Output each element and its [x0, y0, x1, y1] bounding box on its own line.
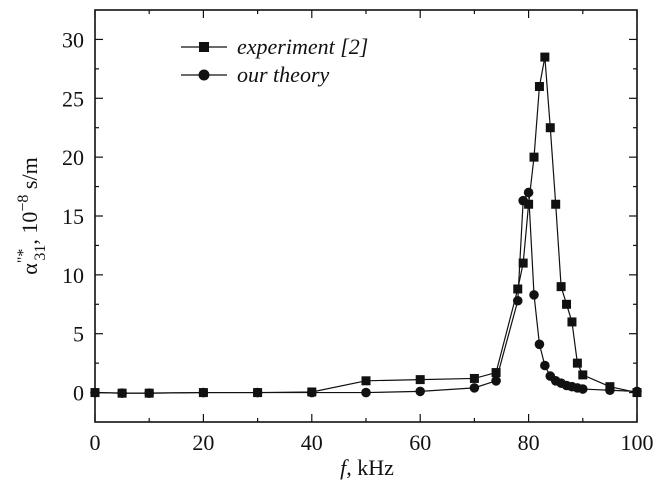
y-tick-label: 25 — [62, 86, 84, 111]
theory-point — [632, 386, 642, 397]
plot-frame — [94, 9, 638, 423]
theory-point — [117, 388, 127, 398]
y-axis-label: α"*31, 10−8 s/m — [15, 157, 49, 274]
experiment-point — [545, 123, 555, 133]
legend: experiment [2] our theory — [181, 34, 368, 87]
experiment-point — [518, 258, 528, 268]
theory-point — [518, 195, 528, 206]
experiment-point — [513, 284, 523, 294]
legend-label-experiment: experiment [2] — [237, 34, 368, 59]
experiment-point — [551, 199, 561, 209]
experiment-point — [491, 368, 501, 378]
y-tick-label: 10 — [62, 263, 84, 288]
x-tick-label: 20 — [192, 430, 214, 455]
experiment-point — [415, 375, 425, 385]
tick-labels: 0 20 40 60 80 100 0 5 10 15 20 25 30 — [62, 27, 654, 455]
theory-point — [578, 384, 588, 394]
series-lines — [94, 56, 638, 394]
experiment-point — [578, 370, 588, 380]
theory-point — [90, 387, 100, 398]
experiment-point — [534, 82, 544, 92]
series-line-0 — [94, 56, 638, 394]
theory-point — [529, 290, 539, 300]
series-line-1 — [94, 190, 638, 394]
experiment-point — [562, 299, 572, 309]
theory-point — [491, 376, 501, 386]
theory-point — [198, 387, 209, 398]
theory-point — [469, 383, 480, 393]
x-tick-label: 100 — [621, 430, 654, 455]
experiment-point — [524, 199, 534, 209]
experiment-point — [556, 282, 566, 292]
experiment-point — [540, 52, 550, 62]
ticks — [94, 10, 638, 422]
y-tick-label: 15 — [62, 204, 84, 229]
experiment-point — [469, 373, 479, 383]
theory-point — [144, 388, 154, 398]
theory-point — [605, 385, 615, 396]
experiment-point — [567, 317, 577, 327]
x-tick-label: 80 — [518, 430, 540, 455]
theory-point — [307, 387, 317, 398]
experiment-point — [361, 376, 371, 386]
theory-point — [415, 386, 426, 397]
legend-marker-theory — [198, 69, 210, 81]
legend-marker-experiment — [199, 42, 209, 52]
y-tick-label: 5 — [73, 322, 84, 347]
x-tick-label: 60 — [409, 430, 431, 455]
legend-label-theory: our theory — [237, 62, 330, 87]
theory-point — [540, 360, 550, 371]
theory-point — [361, 387, 371, 398]
x-tick-label: 40 — [301, 430, 323, 455]
x-axis-label: f, kHz — [340, 455, 394, 480]
series-markers — [90, 52, 642, 398]
y-tick-label: 30 — [62, 27, 84, 52]
theory-point — [534, 339, 545, 350]
x-tick-label: 0 — [90, 430, 101, 455]
experiment-point — [572, 358, 582, 368]
theory-point — [523, 187, 534, 198]
theory-point — [252, 387, 263, 398]
theory-point — [512, 295, 523, 306]
experiment-point — [529, 152, 539, 162]
y-tick-label: 0 — [73, 381, 84, 406]
y-tick-label: 20 — [62, 145, 84, 170]
